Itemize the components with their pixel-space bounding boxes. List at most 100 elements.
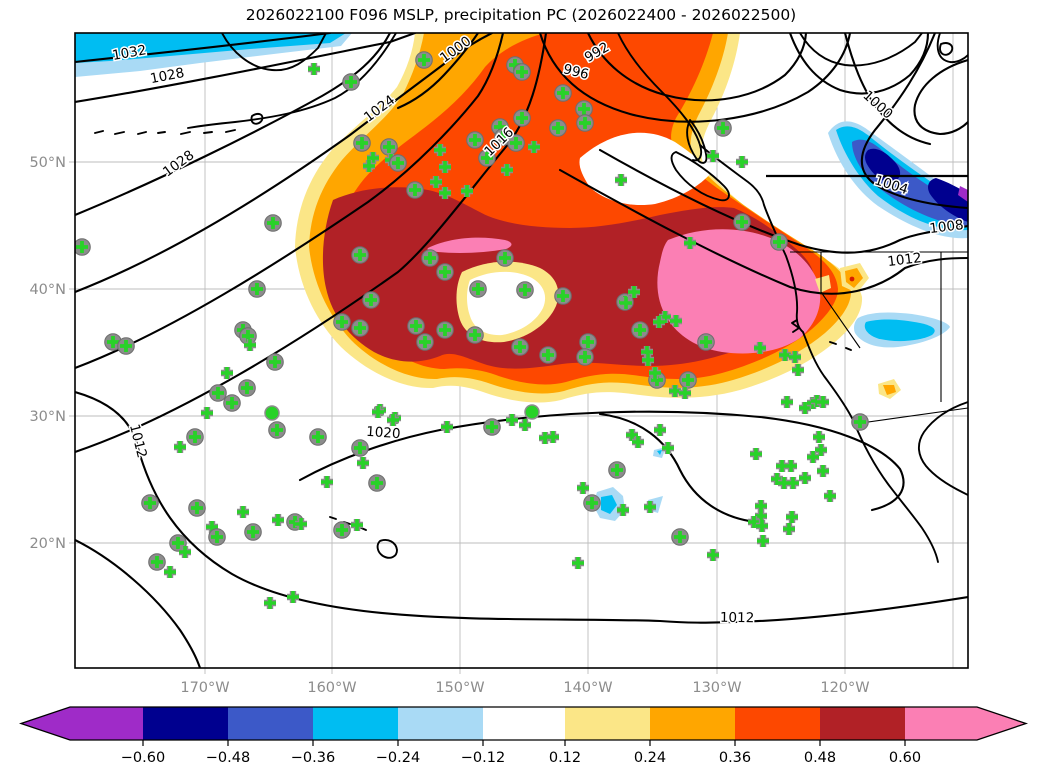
y-tick-label: 30°N — [29, 409, 66, 425]
ensemble-marker-c — [680, 372, 697, 389]
ensemble-marker-c — [189, 500, 206, 517]
ensemble-marker-c — [265, 215, 282, 232]
ensemble-marker-c — [672, 529, 689, 546]
ensemble-marker-c — [416, 52, 433, 69]
chart-title: 2026022100 F096 MSLP, precipitation PC (… — [246, 6, 796, 24]
ensemble-marker-c — [470, 281, 487, 298]
ensemble-marker-c — [437, 264, 454, 281]
ensemble-marker-c — [584, 495, 601, 512]
y-tick-label: 50°N — [29, 155, 66, 171]
x-tick-label: 150°W — [435, 680, 484, 696]
ensemble-marker-c — [267, 354, 284, 371]
ensemble-marker-c — [437, 322, 454, 339]
ensemble-marker-c — [555, 288, 572, 305]
ensemble-marker-c — [407, 182, 424, 199]
y-axis-tick-labels: 50°N 40°N 30°N 20°N — [29, 155, 66, 552]
colorbar-tick-label: 0.48 — [804, 750, 836, 765]
ensemble-marker-c — [352, 247, 369, 264]
ensemble-marker-c — [517, 282, 534, 299]
ensemble-marker-c — [467, 327, 484, 344]
ensemble-marker-c — [771, 234, 788, 251]
ensemble-marker-c — [577, 349, 594, 366]
ensemble-marker-c — [715, 120, 732, 137]
ensemble-marker-c — [580, 334, 597, 351]
colorbar-segment — [735, 707, 820, 740]
ensemble-marker-c — [269, 422, 286, 439]
colorbar-tick-label: 0.24 — [634, 750, 666, 765]
ensemble-marker-c — [334, 314, 351, 331]
ensemble-marker-c — [381, 139, 398, 156]
colorbar-tick-label: −0.48 — [206, 750, 250, 765]
colorbar-segment — [650, 707, 735, 740]
ensemble-marker-c — [632, 322, 649, 339]
ensemble-marker-c — [514, 64, 531, 81]
figure-canvas: 2026022100 F096 MSLP, precipitation PC (… — [0, 0, 1047, 765]
ensemble-marker-c — [74, 239, 91, 256]
ensemble-marker-c — [224, 395, 241, 412]
ensemble-marker-c — [555, 85, 572, 102]
ensemble-marker-c — [209, 529, 226, 546]
x-tick-label: 120°W — [820, 680, 869, 696]
x-tick-label: 160°W — [307, 680, 356, 696]
y-tick-label: 40°N — [29, 282, 66, 298]
x-tick-label: 140°W — [563, 680, 612, 696]
weather-map-figure: 2026022100 F096 MSLP, precipitation PC (… — [0, 0, 1047, 765]
colorbar-tick-label: −0.12 — [461, 750, 505, 765]
colorbar-segment — [398, 707, 483, 740]
colorbar-left-arrow — [21, 707, 70, 740]
x-axis-tick-labels: 170°W 160°W 150°W 140°W 130°W 120°W — [180, 680, 869, 696]
ensemble-marker-c — [467, 132, 484, 149]
x-tick-label: 170°W — [180, 680, 229, 696]
ensemble-marker-c — [118, 338, 135, 355]
ensemble-marker-c — [249, 281, 266, 298]
ensemble-marker-c — [422, 250, 439, 267]
ensemble-marker-c — [514, 110, 531, 127]
colorbar-segment — [70, 707, 143, 740]
ensemble-marker-c — [142, 495, 159, 512]
colorbar-segment — [143, 707, 228, 740]
ensemble-marker-c — [550, 120, 567, 137]
ensemble-marker-c — [363, 292, 380, 309]
ensemble-marker-c — [239, 380, 256, 397]
ensemble-marker-c — [577, 115, 594, 132]
ensemble-marker-c — [417, 334, 434, 351]
colorbar-segment — [228, 707, 313, 740]
ensemble-marker-c — [334, 522, 351, 539]
ensemble-marker-c — [343, 74, 360, 91]
colorbar-segment — [313, 707, 398, 740]
ensemble-marker-c — [734, 214, 751, 231]
ensemble-marker-c — [354, 135, 371, 152]
ensemble-marker-d — [265, 406, 279, 420]
colorbar-tick-label: −0.60 — [121, 750, 165, 765]
red-dot-coastal — [850, 277, 855, 282]
y-tick-label: 20°N — [29, 536, 66, 552]
ensemble-marker-c — [187, 429, 204, 446]
colorbar-segment — [565, 707, 650, 740]
ensemble-marker-c — [310, 429, 327, 446]
ensemble-marker-c — [408, 318, 425, 335]
ensemble-marker-c — [497, 250, 514, 267]
ensemble-marker-d — [525, 405, 539, 419]
ensemble-marker-c — [149, 554, 166, 571]
ensemble-marker-c — [698, 334, 715, 351]
ensemble-marker-c — [352, 440, 369, 457]
ensemble-marker-c — [852, 414, 869, 431]
ensemble-marker-c — [484, 419, 501, 436]
ensemble-marker-c — [609, 462, 626, 479]
contour-label: 1020 — [366, 424, 401, 442]
ensemble-marker-c — [540, 347, 557, 364]
colorbar-segment — [905, 707, 977, 740]
colorbar-tick-label: 0.36 — [719, 750, 751, 765]
ensemble-marker-c — [245, 524, 262, 541]
colorbar-tick-label: 0.60 — [889, 750, 921, 765]
colorbar: −0.60−0.48−0.36−0.24−0.120.120.240.360.4… — [21, 707, 1026, 765]
ensemble-marker-c — [369, 475, 386, 492]
colorbar-tick-label: −0.36 — [291, 750, 335, 765]
colorbar-segment — [820, 707, 905, 740]
x-tick-label: 130°W — [692, 680, 741, 696]
ensemble-marker-c — [512, 339, 529, 356]
ensemble-marker-c — [210, 385, 227, 402]
colorbar-segment — [483, 707, 565, 740]
colorbar-tick-label: −0.24 — [376, 750, 420, 765]
ensemble-marker-c — [390, 155, 407, 172]
